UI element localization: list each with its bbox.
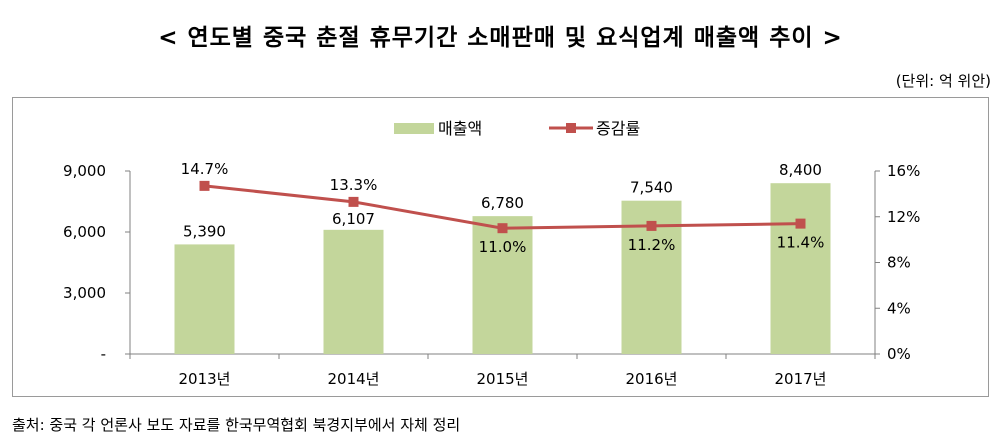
right-tick-label: 12% — [887, 208, 920, 226]
left-tick-label: 9,000 — [63, 162, 106, 180]
x-tick-label: 2014년 — [328, 370, 380, 388]
line-marker — [795, 218, 806, 229]
line-marker — [348, 196, 359, 207]
bar-data-label: 6,780 — [481, 194, 524, 212]
right-tick-label: 4% — [887, 299, 911, 317]
left-tick-label: 3,000 — [63, 284, 106, 302]
line-data-label: 11.4% — [777, 234, 825, 252]
left-tick-label: 6,000 — [63, 223, 106, 241]
legend-label-series: 증감률 — [596, 119, 640, 138]
right-tick-label: 0% — [887, 345, 911, 363]
x-tick-label: 2016년 — [626, 370, 678, 388]
line-marker — [646, 220, 657, 231]
legend-swatch-bar — [394, 123, 434, 134]
chart-title: < 연도별 중국 춘절 휴무기간 소매판매 및 요식업계 매출액 추이 > — [158, 25, 843, 51]
line-marker — [497, 223, 508, 234]
legend-label-bar: 매출액 — [438, 119, 482, 138]
combo-chart: - 3,000 6,000 9,000 0% 4% 8% 12% 16% 5,390 6,107 6,… — [63, 119, 920, 388]
x-tick-label: 2017년 — [775, 370, 827, 388]
chart-frame: - 3,000 6,000 9,000 0% 4% 8% 12% 16% 5,390 6,107 6,… — [12, 97, 989, 397]
bar — [472, 216, 533, 354]
right-tick-label: 8% — [887, 254, 911, 272]
bar — [770, 183, 831, 354]
line-marker — [199, 180, 210, 191]
line-data-label: 11.0% — [479, 238, 527, 256]
x-tick-label: 2015년 — [477, 370, 529, 388]
bar — [174, 244, 235, 354]
line-data-label: 14.7% — [181, 160, 229, 178]
left-tick-label: - — [101, 345, 106, 363]
x-tick-label: 2013년 — [179, 370, 231, 388]
right-tick-label: 16% — [887, 162, 920, 180]
bar — [323, 229, 384, 354]
unit-label: (단위: 억 위안) — [895, 72, 991, 90]
legend-marker-series — [566, 123, 576, 133]
bar-data-label: 8,400 — [779, 161, 822, 179]
source-note: 출처: 중국 각 언론사 보도 자료를 한국무역협회 북경지부에서 자체 정리 — [12, 416, 461, 434]
bar-data-label: 7,540 — [630, 179, 673, 197]
bar-data-label: 6,107 — [332, 210, 375, 228]
line-data-label: 11.2% — [628, 236, 676, 254]
bar-data-label: 5,390 — [183, 222, 226, 240]
line-data-label: 13.3% — [330, 176, 378, 194]
